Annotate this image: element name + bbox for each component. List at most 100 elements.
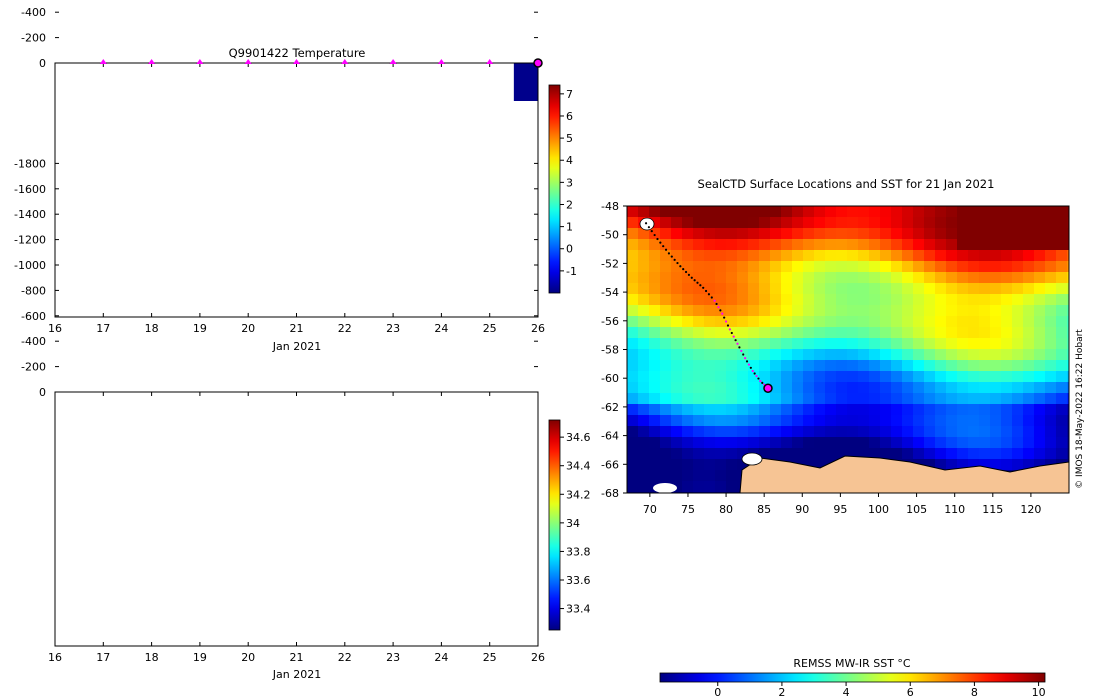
sst-cell — [693, 360, 705, 372]
sst-cell — [737, 338, 749, 350]
sst-cell — [935, 272, 947, 284]
current-position-marker — [763, 383, 773, 393]
sst-cell — [946, 338, 958, 350]
track-point — [690, 276, 693, 279]
sst-cell — [704, 349, 716, 361]
sst-cell — [770, 250, 782, 262]
sst-cell — [913, 316, 925, 328]
sst-cell — [979, 305, 991, 317]
sst-cell — [693, 283, 705, 295]
colorbar-tick-label: 2 — [778, 686, 785, 699]
sst-cell — [902, 316, 914, 328]
temperature-xlabel: Jan 2021 — [272, 340, 321, 353]
sst-cell — [836, 294, 848, 306]
sst-cell — [990, 371, 1002, 383]
sst-cell — [693, 327, 705, 339]
sst-cell — [814, 228, 826, 240]
sst-cell — [913, 349, 925, 361]
sst-cell — [693, 250, 705, 262]
sst-cell — [1067, 250, 1069, 262]
sst-cell — [913, 283, 925, 295]
sst-cell — [891, 448, 903, 460]
sst-cell — [1001, 228, 1013, 240]
sst-cell — [880, 371, 892, 383]
sst-cell — [649, 382, 661, 394]
sst-cell — [627, 360, 639, 372]
sst-cell — [869, 404, 881, 416]
sst-cell — [935, 349, 947, 361]
sst-cell — [715, 371, 727, 383]
sst-cell — [1045, 404, 1057, 416]
sst-cell — [858, 294, 870, 306]
sst-cell — [803, 360, 815, 372]
sst-cell — [847, 415, 859, 427]
sst-cell — [682, 327, 694, 339]
track-point — [726, 324, 730, 327]
sst-cell — [869, 437, 881, 449]
sst-cell — [649, 470, 661, 482]
sst-cell — [781, 239, 793, 251]
track-point — [747, 363, 751, 366]
sst-cell — [715, 250, 727, 262]
sst-cell — [957, 371, 969, 383]
sst-cell — [792, 437, 804, 449]
colorbar-tick-label: 5 — [566, 132, 573, 145]
sst-cell — [737, 228, 749, 240]
sst-cell — [858, 305, 870, 317]
sst-cell — [847, 437, 859, 449]
sst-cell — [770, 492, 782, 493]
sst-cell — [627, 327, 639, 339]
sst-cell — [1067, 283, 1069, 295]
y-tick-label: 0 — [39, 386, 46, 399]
sst-cell — [627, 239, 639, 251]
sst-cell — [1034, 393, 1046, 405]
sst-cell — [638, 294, 650, 306]
track-point — [749, 366, 752, 369]
sst-cell — [1012, 437, 1024, 449]
sst-cell — [1045, 239, 1057, 251]
x-tick-label: 105 — [906, 503, 927, 516]
sst-cell — [935, 426, 947, 438]
sst-cell — [1067, 305, 1069, 317]
sst-cell — [781, 283, 793, 295]
sst-cell — [803, 294, 815, 306]
sst-cell — [957, 283, 969, 295]
sst-cell — [1034, 437, 1046, 449]
sst-cell — [693, 294, 705, 306]
sst-colorbar-label: REMSS MW-IR SST °C — [793, 657, 911, 670]
sst-cell — [990, 448, 1002, 460]
sst-cell — [660, 250, 672, 262]
sst-cell — [737, 448, 749, 460]
sst-cell — [627, 250, 639, 262]
sst-cell — [759, 283, 771, 295]
sst-cell — [825, 404, 837, 416]
sst-cell — [803, 217, 815, 229]
sst-cell — [836, 338, 848, 350]
sst-cell — [638, 239, 650, 251]
sst-cell — [704, 338, 716, 350]
sst-cell — [693, 272, 705, 284]
track-point — [659, 241, 662, 244]
sst-cell — [858, 426, 870, 438]
sst-cell — [880, 283, 892, 295]
sst-cell — [946, 448, 958, 460]
x-tick-label: 24 — [434, 322, 448, 335]
sst-cell — [671, 283, 683, 295]
sst-cell — [880, 316, 892, 328]
sst-cell — [715, 316, 727, 328]
sst-cell — [803, 239, 815, 251]
sst-cell — [660, 382, 672, 394]
sst-cell — [990, 283, 1002, 295]
sst-cell — [638, 415, 650, 427]
sst-cell — [737, 426, 749, 438]
sst-cell — [957, 239, 969, 251]
sst-cell — [1023, 448, 1035, 460]
sst-cell — [704, 327, 716, 339]
sst-cell — [1023, 415, 1035, 427]
sst-cell — [814, 261, 826, 273]
sst-cell — [792, 349, 804, 361]
track-point — [759, 379, 762, 383]
sst-cell — [737, 239, 749, 251]
sst-cell — [847, 206, 859, 218]
sst-cell — [891, 426, 903, 438]
